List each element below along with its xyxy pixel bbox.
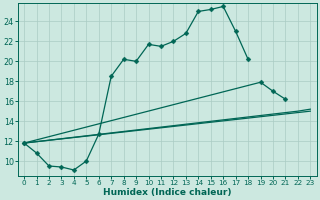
X-axis label: Humidex (Indice chaleur): Humidex (Indice chaleur) — [103, 188, 231, 197]
